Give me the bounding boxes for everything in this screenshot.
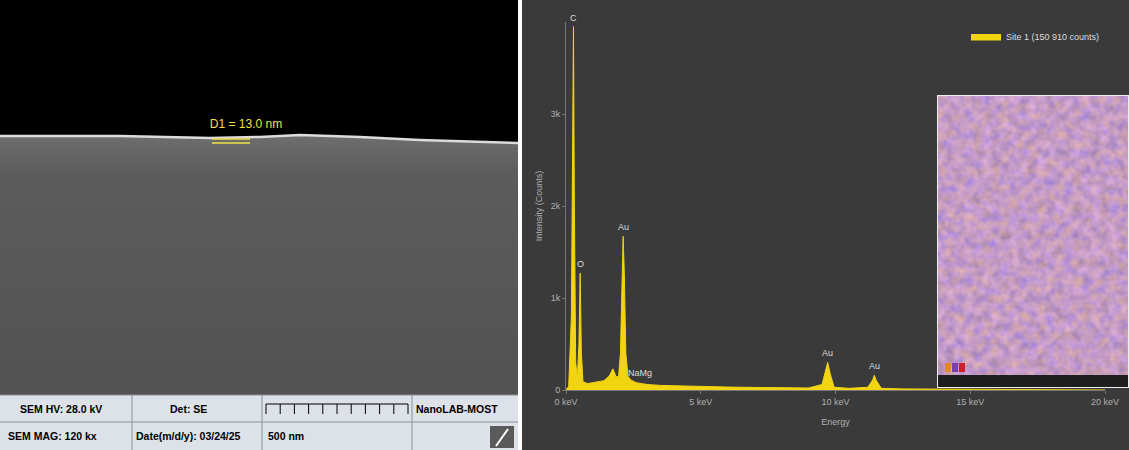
svg-text:10 keV: 10 keV [821,397,849,407]
svg-text:NanoLAB-MOST: NanoLAB-MOST [416,403,498,415]
svg-text:0: 0 [555,385,560,395]
svg-text:Date(m/d/y): 03/24/25: Date(m/d/y): 03/24/25 [136,430,241,442]
svg-text:Intensity (Counts): Intensity (Counts) [534,171,544,242]
svg-text:NaMg: NaMg [628,368,652,378]
svg-text:SEM HV: 28.0 kV: SEM HV: 28.0 kV [20,403,102,415]
svg-text:Det: SE: Det: SE [170,403,207,415]
svg-text:D1 = 13.0 nm: D1 = 13.0 nm [210,117,282,131]
svg-text:SEM MAG: 120 kx: SEM MAG: 120 kx [8,430,97,442]
svg-text:0 keV: 0 keV [554,397,577,407]
svg-text:2k: 2k [551,201,561,211]
svg-text:Energy: Energy [821,417,850,427]
svg-text:1k: 1k [551,293,561,303]
svg-text:3k: 3k [551,109,561,119]
svg-text:5 keV: 5 keV [689,397,712,407]
svg-text:Au: Au [869,361,880,371]
svg-text:15 keV: 15 keV [956,397,984,407]
svg-text:Au: Au [822,348,833,358]
svg-text:C: C [570,13,577,23]
svg-text:Au: Au [618,222,629,232]
svg-text:Site 1 (150 910 counts): Site 1 (150 910 counts) [1006,32,1099,42]
svg-text:500 nm: 500 nm [268,430,304,442]
svg-text:O: O [577,259,584,269]
svg-text:20 keV: 20 keV [1091,397,1119,407]
